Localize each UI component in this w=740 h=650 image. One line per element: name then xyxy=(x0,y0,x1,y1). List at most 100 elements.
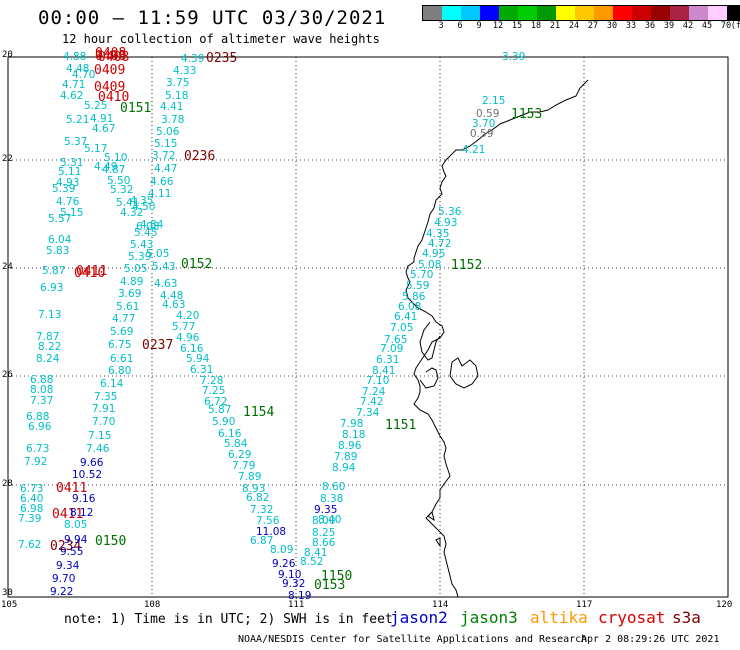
wave-height-value: 5.70 xyxy=(410,269,433,281)
wave-height-value: 2.15 xyxy=(482,95,505,107)
lon-label-108: 108 xyxy=(144,600,161,610)
legend-altika: altika xyxy=(530,608,588,627)
color-legend-label: 24 xyxy=(568,21,580,31)
wave-height-value: 7.25 xyxy=(202,385,225,397)
wave-height-value: 6.73 xyxy=(26,443,49,455)
wave-height-value: 5.08 xyxy=(418,259,441,271)
wave-height-value: 8.93 xyxy=(242,483,265,495)
legend-cryosat: cryosat xyxy=(598,608,666,627)
wave-height-value: 5.39 xyxy=(52,183,75,195)
wave-height-value: 8.25 xyxy=(312,527,335,539)
wave-height-value: 9.35 xyxy=(314,504,337,516)
pass-time-label: 0410 xyxy=(74,266,105,281)
wave-height-value: 3.75 xyxy=(166,77,189,89)
wave-height-value: 4.67 xyxy=(92,123,115,135)
wave-height-value: 5.83 xyxy=(46,245,69,257)
wave-height-value: 5.31 xyxy=(60,157,83,169)
wave-height-value: 6.08 xyxy=(136,221,159,233)
lon-label-114: 114 xyxy=(432,600,449,610)
wave-height-value: 4.96 xyxy=(176,332,200,344)
wave-height-value: 5.10 xyxy=(104,152,127,164)
wave-height-value: 7.05 xyxy=(390,322,413,334)
wave-height-value: 9.55 xyxy=(60,546,83,558)
wave-height-value: 4.41 xyxy=(160,101,183,113)
color-legend-label: 18 xyxy=(530,21,542,31)
wave-height-value: 7.46 xyxy=(86,443,110,455)
wave-height-value: 4.63 xyxy=(162,299,185,311)
wave-height-value: 5.45 xyxy=(134,227,157,239)
pass-time-label: 1152 xyxy=(451,258,482,273)
wave-height-value: 9.26 xyxy=(272,558,296,570)
pass-time-label: 0152 xyxy=(181,257,212,272)
wave-height-value: 6.88 xyxy=(30,374,53,386)
lat-label-22: 22 xyxy=(2,154,13,164)
wave-height-value: 4.72 xyxy=(428,238,451,250)
wave-height-value: 4.32 xyxy=(120,207,143,219)
wave-height-value: 6.16 xyxy=(180,343,204,355)
color-swatch xyxy=(575,6,594,20)
coastline xyxy=(405,79,589,598)
wave-height-value: 4.11 xyxy=(148,188,171,200)
wave-height-value: 6.87 xyxy=(250,535,273,547)
wave-height-value: 7.34 xyxy=(356,407,380,419)
wave-height-value: 8.96 xyxy=(338,440,362,452)
wave-height-value: 7.87 xyxy=(36,331,59,343)
wave-height-value: 0.59 xyxy=(476,108,499,120)
wave-height-value: 4.93 xyxy=(434,217,457,229)
wave-height-value: 4.89 xyxy=(120,276,143,288)
wave-height-value: 6.82 xyxy=(246,492,269,504)
color-swatch xyxy=(670,6,689,20)
wave-height-value: 5.50 xyxy=(107,175,130,187)
wave-height-value: 4.63 xyxy=(154,278,177,290)
color-swatch xyxy=(689,6,708,20)
color-legend-label: (ft) xyxy=(730,21,740,31)
wave-height-value: 6.72 xyxy=(204,396,227,408)
credit-line: NOAA/NESDIS Center for Satellite Applica… xyxy=(238,634,588,645)
footnote: note: 1) Time is in UTC; 2) SWH is in fe… xyxy=(64,612,393,627)
bay xyxy=(419,321,441,389)
color-legend-label: 70 xyxy=(720,21,732,31)
wave-height-value: 6.41 xyxy=(394,311,417,323)
wave-height-value: 7.15 xyxy=(88,430,111,442)
pass-time-label: 0408 xyxy=(98,50,129,65)
color-legend-label: 27 xyxy=(587,21,599,31)
pass-time-label: 0408 xyxy=(95,49,126,64)
wave-height-value: 8.41 xyxy=(304,547,327,559)
wave-height-value: 8.38 xyxy=(320,493,343,505)
wave-height-value: 4.88 xyxy=(63,51,86,63)
color-legend-label: 33 xyxy=(625,21,637,31)
wave-height-value: 6.40 xyxy=(20,493,43,505)
wave-height-value: 7.65 xyxy=(384,334,407,346)
peninsula xyxy=(449,357,479,389)
wave-height-value: 8.12 xyxy=(70,507,93,519)
color-legend-bar xyxy=(422,5,740,21)
wave-height-value: 7.89 xyxy=(238,471,261,483)
wave-height-value: 8.05 xyxy=(64,519,87,531)
wave-height-value: 8.41 xyxy=(372,365,395,377)
wave-height-value: 8.66 xyxy=(312,537,336,549)
color-swatch xyxy=(651,6,670,20)
wave-height-value: 8.40 xyxy=(318,514,341,526)
wave-height-value: 4.48 xyxy=(160,290,183,302)
lon-label-105: 105 xyxy=(1,600,18,610)
wave-height-value: 9.34 xyxy=(56,560,80,572)
wave-height-value: 4.87 xyxy=(102,164,125,176)
wave-height-value: 9.32 xyxy=(282,578,305,590)
color-legend-label: 21 xyxy=(549,21,561,31)
wave-height-value: 4.93 xyxy=(56,177,79,189)
wave-height-value: 7.13 xyxy=(38,309,61,321)
wave-height-value: 8.09 xyxy=(270,544,293,556)
wave-height-value: 6.08 xyxy=(398,301,421,313)
wave-height-value: 9.10 xyxy=(278,569,301,581)
wave-height-value: 7.91 xyxy=(92,403,115,415)
wave-height-value: 7.92 xyxy=(24,456,47,468)
wave-height-value: 5.87 xyxy=(42,265,65,277)
wave-height-value: 8.19 xyxy=(288,590,311,602)
wave-height-value: 5.11 xyxy=(58,166,81,178)
wave-height-value: 7.09 xyxy=(380,343,403,355)
wave-height-value: 8.00 xyxy=(312,515,335,527)
lon-label-117: 117 xyxy=(576,600,593,610)
wave-height-value: 5.36 xyxy=(438,206,462,218)
wave-height-value: 5.61 xyxy=(116,301,139,313)
